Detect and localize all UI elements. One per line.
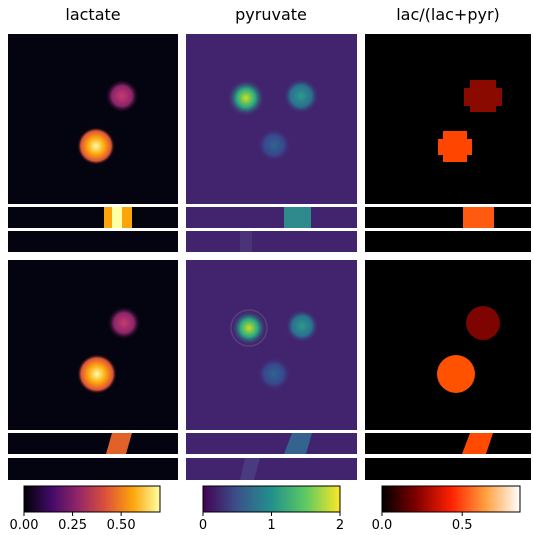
colorbar	[382, 486, 520, 512]
image-panel	[365, 34, 531, 204]
colorbar-tick-label: 0.50	[107, 518, 136, 533]
blob	[437, 355, 475, 393]
blob	[285, 309, 319, 343]
colorbar-tick-label: 0.0	[372, 518, 393, 533]
blob	[227, 79, 265, 117]
image-panel	[365, 260, 531, 430]
strip-band	[112, 207, 122, 228]
image-panel	[8, 260, 178, 430]
colorbar	[203, 486, 340, 512]
column-title: lac/(lac+pyr)	[396, 5, 500, 24]
image-strip	[365, 458, 531, 480]
strip-band	[240, 231, 252, 252]
image-strip	[365, 207, 531, 228]
colorbar-tick-label: 0.5	[452, 518, 473, 533]
colorbar-tick-label: 0	[199, 518, 207, 533]
image-panel	[186, 260, 357, 430]
blob	[257, 128, 291, 162]
blob	[77, 127, 115, 165]
blob	[107, 306, 141, 340]
panels	[8, 34, 531, 480]
blob	[105, 79, 139, 113]
image-strip	[186, 231, 357, 252]
figure: lactate pyruvate lac/(lac+pyr) 0.000.250…	[0, 0, 533, 535]
blob	[77, 354, 117, 394]
image-strip	[8, 458, 178, 480]
strip-band	[284, 207, 311, 228]
blob	[231, 310, 267, 346]
blob	[466, 306, 500, 340]
image-panel	[186, 34, 357, 204]
colorbar-tick-label: 2	[336, 518, 344, 533]
image-strip	[186, 207, 357, 228]
colorbar-tick-label: 0.25	[58, 518, 87, 533]
image-strip	[186, 458, 357, 480]
image-strip	[365, 433, 531, 454]
image-panel	[8, 34, 178, 204]
image-strip	[365, 231, 531, 252]
colorbar	[24, 486, 160, 512]
image-strip	[8, 207, 178, 228]
strip-band	[463, 207, 494, 228]
image-strip	[186, 433, 357, 454]
image-strip	[8, 433, 178, 454]
colorbar-tick-label: 0.00	[10, 518, 39, 533]
image-strip	[8, 231, 178, 252]
column-title: lactate	[65, 5, 120, 24]
colorbar-tick-label: 1	[267, 518, 275, 533]
blob	[438, 131, 472, 162]
blob	[257, 357, 291, 391]
blob	[283, 78, 319, 114]
column-title: pyruvate	[235, 5, 307, 24]
